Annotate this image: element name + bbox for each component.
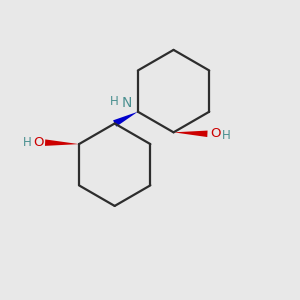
Polygon shape (45, 140, 79, 146)
Polygon shape (113, 112, 138, 127)
Text: H: H (222, 129, 231, 142)
Text: H: H (110, 95, 118, 108)
Text: H: H (22, 136, 31, 149)
Text: N: N (122, 96, 132, 110)
Polygon shape (174, 130, 208, 137)
Text: O: O (33, 136, 44, 148)
Text: O: O (210, 127, 221, 140)
